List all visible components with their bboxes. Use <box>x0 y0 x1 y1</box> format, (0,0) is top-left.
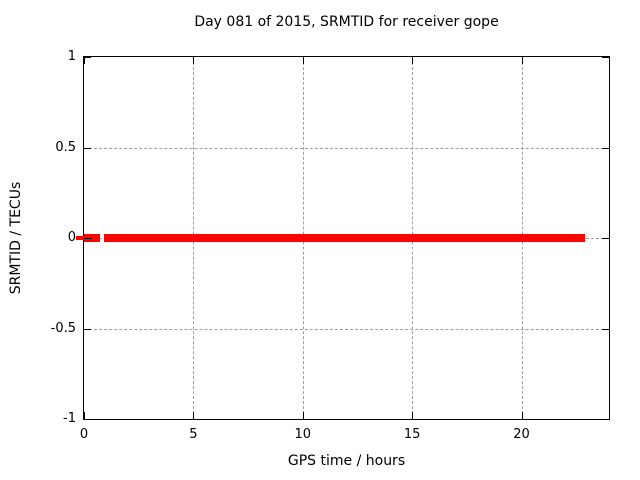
y-tick-right <box>602 419 609 420</box>
x-tick-bottom <box>302 412 304 419</box>
y-gridline <box>84 147 609 149</box>
x-tick-label: 20 <box>513 427 530 442</box>
y-tick-left <box>84 419 91 420</box>
y-tick-label: 1 <box>67 49 76 64</box>
x-tick-label: 10 <box>294 427 312 442</box>
x-tick-bottom <box>193 412 195 419</box>
x-tick-bottom <box>84 412 85 419</box>
y-tick-right <box>602 147 609 149</box>
y-tick-right <box>602 238 609 239</box>
y-tick-right <box>602 328 609 330</box>
x-tick-top <box>521 57 523 64</box>
x-tick-label: 15 <box>403 427 421 442</box>
x-tick-label: 5 <box>189 427 198 442</box>
y-tick-left <box>84 238 91 239</box>
x-axis-label: GPS time / hours <box>287 453 406 469</box>
y-tick-label: -0.5 <box>50 320 76 336</box>
y-tick-label: 0 <box>67 230 76 245</box>
x-tick-bottom <box>412 412 414 419</box>
y-tick-label: -1 <box>63 411 76 426</box>
y-axis-label: SRMTID / TECUs <box>8 181 24 295</box>
x-tick-top <box>193 57 195 64</box>
series-line-segment <box>103 234 585 242</box>
plot-area <box>76 56 610 420</box>
x-tick-top <box>302 57 304 64</box>
y-tick-left <box>84 57 91 58</box>
y-tick-label: 0.5 <box>55 139 76 155</box>
chart-title: Day 081 of 2015, SRMTID for receiver gop… <box>194 14 499 30</box>
y-tick-left <box>84 328 91 330</box>
series-line-segment <box>84 234 100 242</box>
y-tick-left <box>84 147 91 149</box>
x-tick-bottom <box>521 412 523 419</box>
y-gridline <box>84 328 609 330</box>
series-axis-overlap-dash <box>76 236 85 240</box>
x-tick-top <box>84 57 85 64</box>
y-tick-right <box>602 57 609 58</box>
x-tick-label: 0 <box>79 427 89 442</box>
x-tick-top <box>412 57 414 64</box>
